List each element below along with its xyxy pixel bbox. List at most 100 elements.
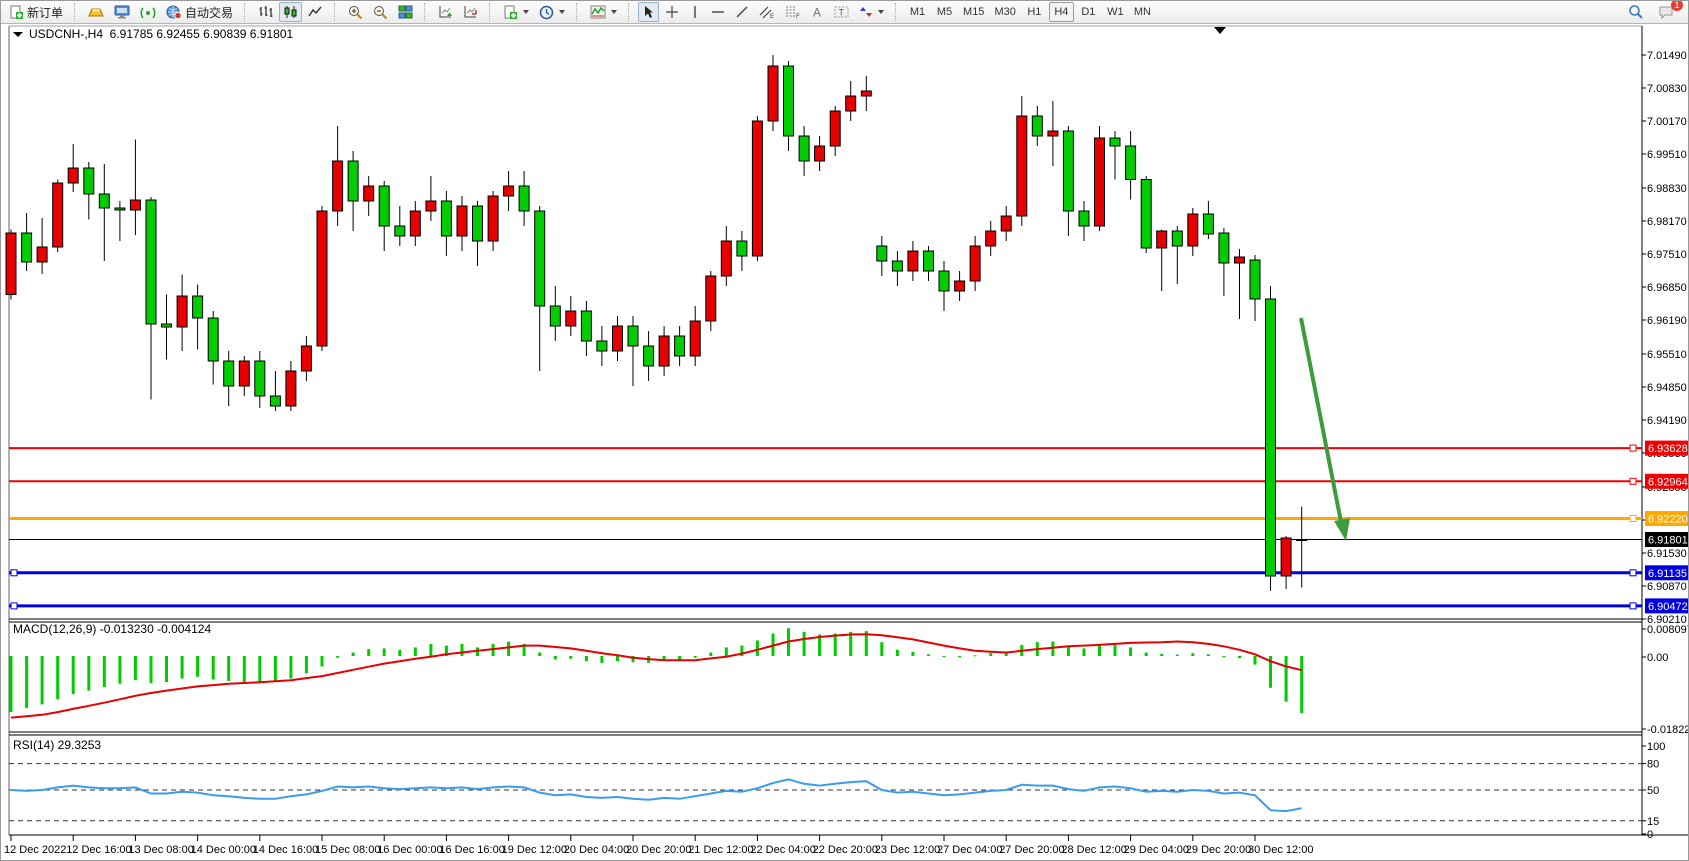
svg-text:USDCNH-,H4 6.91785 6.92455 6.: USDCNH-,H4 6.91785 6.92455 6.90839 6.918… — [29, 27, 294, 41]
svg-text:0.008097: 0.008097 — [1647, 624, 1689, 636]
svg-text:14 Dec 16:00: 14 Dec 16:00 — [253, 844, 318, 856]
search-icon — [1629, 5, 1643, 19]
timeframe-button-m5[interactable]: M5 — [936, 6, 953, 18]
svg-text:27 Dec 20:00: 27 Dec 20:00 — [999, 844, 1064, 856]
signals-button[interactable] — [136, 2, 160, 22]
tile-windows-button[interactable] — [394, 2, 417, 22]
equidistant-channel-icon: E — [759, 6, 774, 19]
period-dropdown[interactable] — [535, 2, 569, 22]
toolbar-separator — [424, 3, 429, 21]
svg-text:6.95510: 6.95510 — [1647, 349, 1687, 361]
svg-text:22 Dec 04:00: 22 Dec 04:00 — [750, 844, 815, 856]
svg-text:7.01490: 7.01490 — [1647, 50, 1687, 62]
new-order-button[interactable]: 新订单 — [5, 2, 67, 22]
svg-text:80: 80 — [1647, 759, 1659, 771]
svg-text:23 Dec 12:00: 23 Dec 12:00 — [875, 844, 940, 856]
clock-icon — [539, 5, 554, 19]
chart-end-button[interactable] — [459, 2, 482, 22]
svg-text:6.92220: 6.92220 — [1648, 514, 1688, 526]
svg-text:6.90472: 6.90472 — [1648, 601, 1688, 613]
signal-icon — [140, 7, 156, 19]
svg-text:6.98170: 6.98170 — [1647, 216, 1687, 228]
notifications-button[interactable]: 1 — [1654, 1, 1683, 22]
vertical-line-icon — [694, 6, 696, 18]
svg-text:6.92964: 6.92964 — [1648, 476, 1688, 488]
gold-ingot-icon — [88, 8, 104, 17]
toolbar-separator — [74, 3, 79, 21]
chart-title[interactable]: USDCNH-,H4 6.91785 6.92455 6.90839 6.918… — [13, 27, 294, 41]
search-button[interactable] — [1624, 2, 1648, 22]
candlestick-chart-button[interactable] — [279, 2, 303, 22]
timeframe-button-mn[interactable]: MN — [1133, 6, 1151, 18]
timeframe-button-m15[interactable]: M15 — [963, 6, 985, 18]
chevron-down-icon — [611, 10, 618, 14]
new-chart-dropdown[interactable] — [499, 2, 533, 22]
svg-text:6.97510: 6.97510 — [1647, 249, 1687, 261]
svg-text:E: E — [770, 14, 774, 19]
bar-chart-button[interactable] — [254, 2, 277, 22]
down-arrow-annotation[interactable] — [1299, 317, 1350, 541]
svg-text:0.00: 0.00 — [1647, 652, 1668, 664]
crosshair-tool-button[interactable] — [661, 2, 683, 22]
zoom-out-button[interactable] — [369, 2, 392, 22]
chart-area[interactable]: 7.01490 7.00830 7.00170 6.99510 6.98830 6.981… — [1, 24, 1689, 860]
fibonacci-tool-button[interactable]: F — [781, 2, 805, 22]
chevron-down-icon — [523, 10, 530, 14]
timeframe-button-m30[interactable]: M30 — [994, 6, 1016, 18]
svg-text:13 Dec 08:00: 13 Dec 08:00 — [128, 844, 193, 856]
auto-trading-button[interactable]: 自动交易 — [162, 2, 237, 22]
cursor-tool-button[interactable] — [638, 2, 660, 22]
cursor-icon — [645, 6, 654, 18]
trendline-tool-button[interactable] — [731, 2, 753, 22]
toolbar-separator — [628, 3, 633, 21]
svg-text:19 Dec 12:00: 19 Dec 12:00 — [502, 844, 567, 856]
svg-text:21 Dec 12:00: 21 Dec 12:00 — [688, 844, 753, 856]
timeframe-button-w1[interactable]: W1 — [1107, 6, 1124, 18]
svg-text:6.93628: 6.93628 — [1648, 443, 1688, 455]
auto-trading-icon — [166, 5, 182, 19]
rsi-line — [10, 778, 1302, 813]
chart-forward-button[interactable] — [434, 2, 457, 22]
svg-text:15: 15 — [1647, 816, 1659, 828]
price-pane[interactable] — [5, 27, 1642, 608]
svg-text:12 Dec 16:00: 12 Dec 16:00 — [66, 844, 131, 856]
svg-text:6.94850: 6.94850 — [1647, 382, 1687, 394]
timeframe-group: M1 M5 M15 M30 H1 H4 D1 W1 MN — [905, 2, 1155, 22]
arrows-dropdown[interactable] — [855, 2, 888, 22]
indicators-icon — [590, 5, 606, 19]
timeframe-button-h4[interactable]: H4 — [1048, 2, 1074, 22]
svg-text:6.94190: 6.94190 — [1647, 415, 1687, 427]
macd-signal-line — [10, 633, 1302, 719]
indicators-dropdown[interactable] — [586, 2, 621, 22]
main-toolbar: 新订单 自动交易 — [1, 1, 1688, 24]
bar-chart-icon — [259, 6, 273, 17]
timeframe-button-d1[interactable]: D1 — [1081, 6, 1096, 18]
notification-badge: 1 — [1671, 1, 1683, 11]
channel-tool-button[interactable]: E — [755, 2, 779, 22]
svg-text:14 Dec 00:00: 14 Dec 00:00 — [191, 844, 256, 856]
svg-text:29 Dec 20:00: 29 Dec 20:00 — [1186, 844, 1251, 856]
macd-pane[interactable]: MACD(12,26,9) -0.013230 -0.004124 0.00809… — [9, 622, 1689, 736]
rsi-pane[interactable]: RSI(14) 29.3253 100 80 50 150 — [9, 738, 1665, 841]
toolbar-separator — [244, 3, 249, 21]
toolbar-separator — [895, 3, 900, 21]
terminal-button[interactable] — [110, 2, 134, 22]
horizontal-line-icon — [712, 11, 725, 13]
timeframe-button-m1[interactable]: M1 — [909, 6, 926, 18]
svg-text:6.99510: 6.99510 — [1647, 149, 1687, 161]
zoom-in-button[interactable] — [344, 2, 367, 22]
timeframe-button-h1[interactable]: H1 — [1027, 6, 1042, 18]
text-tool-button[interactable]: A — [807, 2, 828, 22]
svg-text:6.91135: 6.91135 — [1648, 568, 1687, 580]
svg-text:15 Dec 08:00: 15 Dec 08:00 — [315, 844, 380, 856]
price-axis[interactable]: 7.01490 7.00830 7.00170 6.99510 6.98830 6.981… — [10, 50, 1689, 626]
line-chart-button[interactable] — [304, 2, 327, 22]
gold-button[interactable] — [84, 2, 108, 22]
horizontal-line-tool-button[interactable] — [707, 2, 729, 22]
svg-text:6.91530: 6.91530 — [1647, 548, 1687, 560]
text-label-tool-button[interactable]: T — [830, 2, 853, 22]
vertical-line-tool-button[interactable] — [685, 2, 705, 22]
trendline-icon — [736, 6, 748, 18]
